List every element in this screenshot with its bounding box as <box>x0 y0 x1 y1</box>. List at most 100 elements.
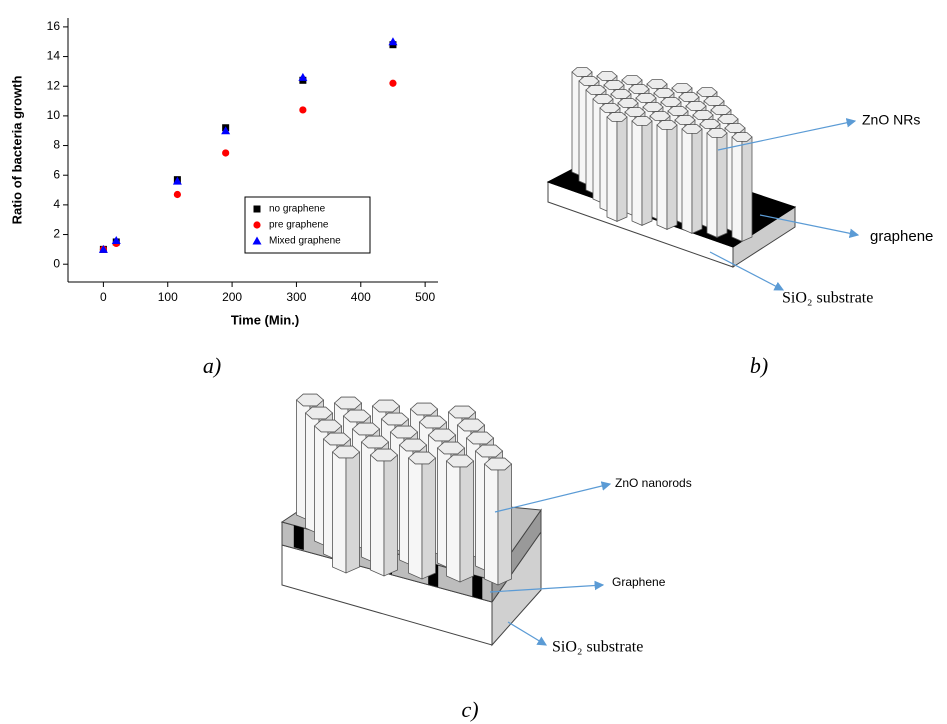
rod-top <box>674 115 696 125</box>
legend-box <box>244 196 371 254</box>
marker <box>298 72 308 81</box>
panel-label: a) <box>203 353 221 378</box>
marker <box>221 126 231 135</box>
rod-top <box>369 448 399 462</box>
rod-top <box>649 111 671 121</box>
rod-top <box>603 80 625 90</box>
rod-top <box>631 116 653 126</box>
rod-left <box>446 460 461 583</box>
legend-label: pre graphene <box>269 220 329 231</box>
rod-right <box>345 451 360 574</box>
rod-left <box>681 128 693 235</box>
rod-right <box>691 128 703 235</box>
rod-right <box>383 454 398 577</box>
rod-top <box>295 393 325 407</box>
rod-top <box>389 425 419 439</box>
rod-top <box>617 98 639 108</box>
rod-top <box>351 422 381 436</box>
rod-right <box>616 116 628 223</box>
rod-top <box>592 94 614 104</box>
rod-top <box>331 445 361 459</box>
rod-top <box>596 71 618 81</box>
rod-top <box>681 124 703 134</box>
rod-top <box>407 451 437 465</box>
y-tick-label: 14 <box>47 49 61 63</box>
label: SiO₂ substrate <box>782 290 873 307</box>
rod-right <box>459 460 474 583</box>
rod-top <box>445 454 475 468</box>
legend-marker <box>252 236 262 245</box>
rod-top <box>465 431 495 445</box>
y-tick-label: 6 <box>53 167 60 181</box>
x-tick-label: 500 <box>415 290 435 304</box>
marker <box>389 79 397 87</box>
rod-left <box>706 132 718 239</box>
rod-right <box>421 457 436 580</box>
rod-right <box>666 124 678 231</box>
label: Graphene <box>612 575 666 589</box>
y-axis-label: Ratio of bacteria growth <box>9 76 24 225</box>
label: ZnO nanorods <box>615 476 692 490</box>
rod-left <box>606 116 618 223</box>
rod-top <box>646 79 668 89</box>
rod-top <box>724 123 746 133</box>
rod-top <box>610 89 632 99</box>
rod-top <box>360 435 390 449</box>
rod-top <box>427 428 457 442</box>
rod-left <box>332 451 347 574</box>
rod-left <box>631 120 643 227</box>
rod-top <box>409 402 439 416</box>
arrow <box>489 580 605 593</box>
rod-top <box>474 444 504 458</box>
rod-top <box>653 88 675 98</box>
rod-left <box>408 457 423 580</box>
rod-top <box>436 441 466 455</box>
arrow <box>507 621 548 646</box>
rod-top <box>635 93 657 103</box>
rod-top <box>667 106 689 116</box>
legend-label: no graphene <box>269 204 326 215</box>
label: graphene <box>870 228 933 245</box>
rod-top <box>628 84 650 94</box>
rod-top <box>703 96 725 106</box>
label: SiO₂ substrate <box>552 639 643 656</box>
rod-left <box>370 454 385 577</box>
arrow <box>709 251 785 291</box>
x-tick-label: 200 <box>222 290 242 304</box>
rod-left <box>484 463 499 586</box>
marker <box>173 190 181 199</box>
marker <box>222 149 230 157</box>
diagram-c <box>280 393 542 647</box>
rod-right <box>497 463 512 586</box>
rod-top <box>717 114 739 124</box>
rod-top <box>656 120 678 130</box>
rod-top <box>313 419 343 433</box>
x-tick-label: 300 <box>286 290 306 304</box>
rod-top <box>696 87 718 97</box>
rod-top <box>678 92 700 102</box>
graphene-bar <box>293 525 304 551</box>
legend-marker <box>253 221 261 229</box>
rod-top <box>685 101 707 111</box>
rod-top <box>621 75 643 85</box>
diagram-b <box>546 67 797 268</box>
rod-right <box>641 120 653 227</box>
annotations: ZnO NRs graphene SiO₂ substrate b) ZnO n… <box>461 112 933 722</box>
arrow <box>759 214 860 239</box>
rod-top <box>731 132 753 142</box>
marker <box>98 244 108 253</box>
rod-top <box>671 83 693 93</box>
x-axis-label: Time (Min.) <box>231 312 299 327</box>
y-tick-label: 12 <box>47 78 61 92</box>
marker <box>299 106 307 114</box>
legend-marker <box>253 205 261 213</box>
rod-top <box>578 76 600 86</box>
y-tick-label: 8 <box>53 138 60 152</box>
y-tick-label: 10 <box>47 108 61 122</box>
y-tick-label: 4 <box>53 197 60 211</box>
rod-top <box>418 415 448 429</box>
x-tick-label: 100 <box>158 290 178 304</box>
rod-top <box>371 399 401 413</box>
rod-top <box>706 128 728 138</box>
